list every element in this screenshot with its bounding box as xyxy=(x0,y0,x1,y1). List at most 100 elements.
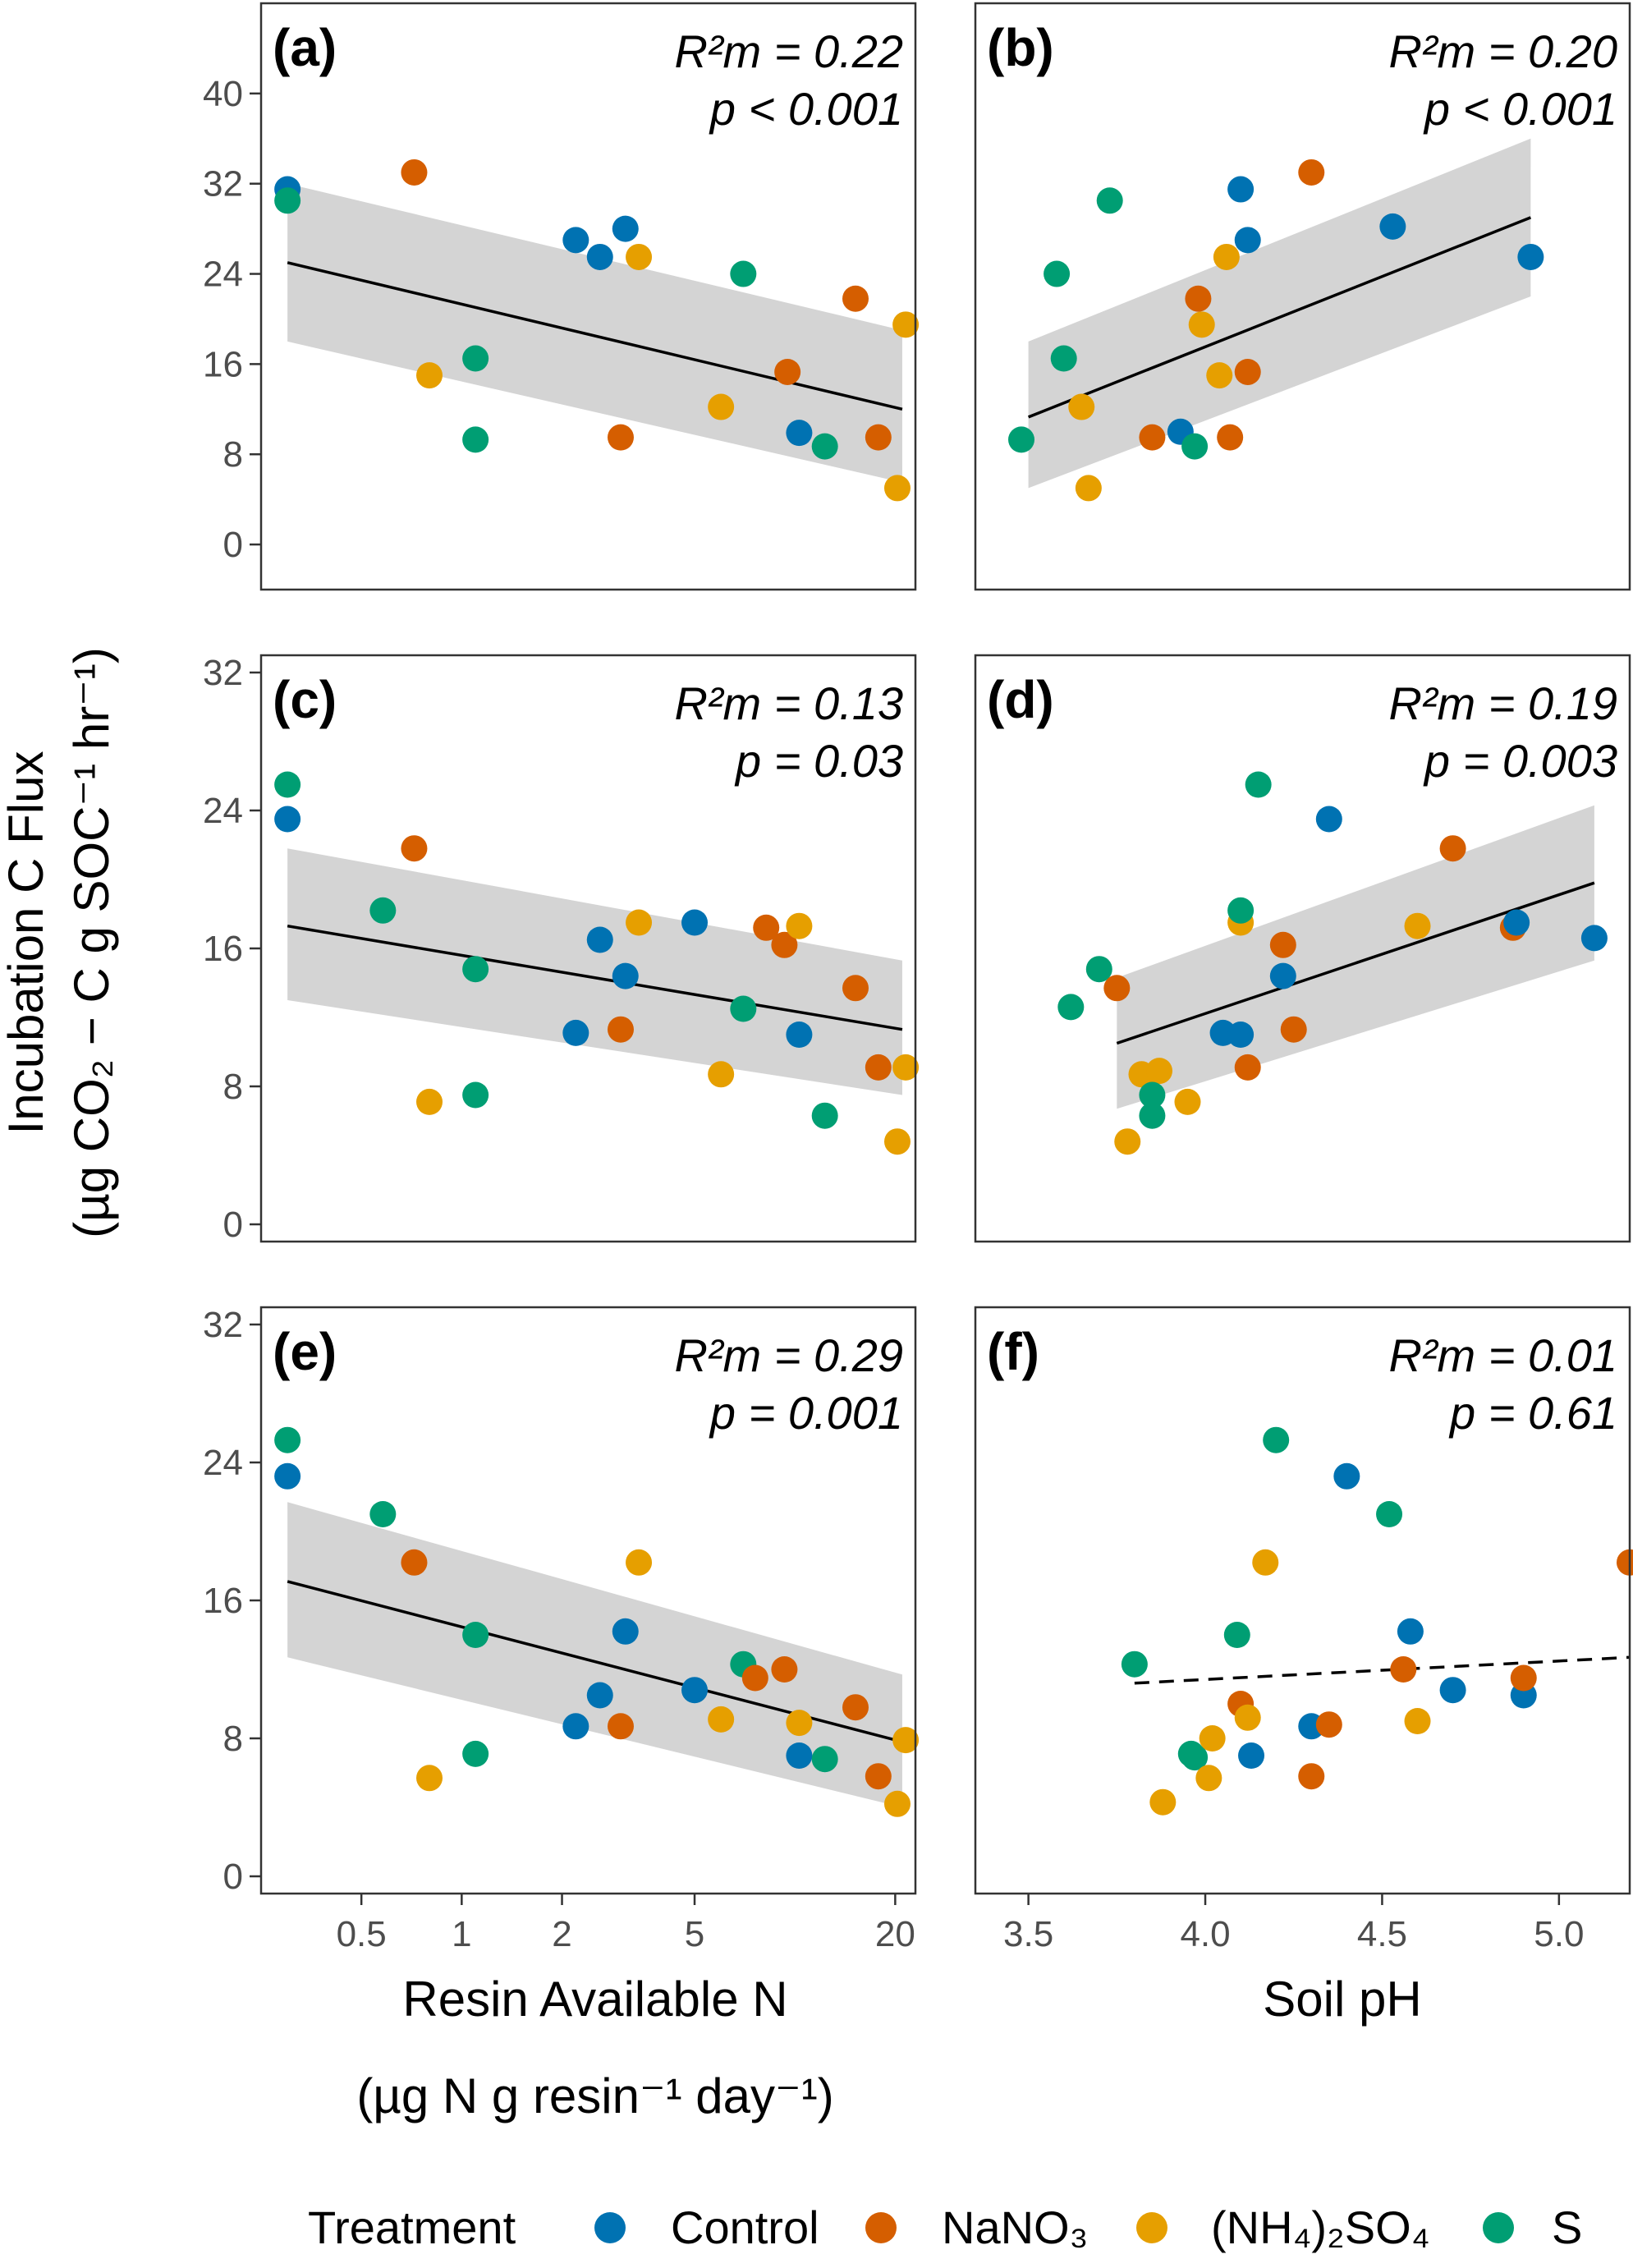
data-point xyxy=(586,243,613,270)
legend-label-nano3: NaNO₃ xyxy=(942,2201,1088,2253)
panel-frame xyxy=(974,1306,1631,1895)
data-point xyxy=(607,424,634,451)
data-point xyxy=(786,1710,813,1737)
legend-label-nh4so4: (NH₄)₂SO₄ xyxy=(1211,2201,1430,2253)
y-axis-title-line1: Incubation C Flux xyxy=(0,751,53,1135)
panel-f: 3.5 4.0 4.5 5.0 (f) R²m = 0.01 p = 0.61 xyxy=(974,1306,1633,1954)
panel-letter: (b) xyxy=(987,18,1054,77)
data-point xyxy=(462,1622,489,1648)
data-point xyxy=(786,1742,813,1769)
legend-swatch-nh4so4 xyxy=(1136,2212,1167,2243)
y-tick-label: 32 xyxy=(203,1305,243,1345)
data-point xyxy=(883,1128,911,1155)
data-point xyxy=(865,1763,892,1790)
y-tick-label: 8 xyxy=(223,434,243,475)
data-point xyxy=(1227,897,1255,924)
data-point xyxy=(842,1694,869,1721)
data-point xyxy=(892,1727,920,1754)
data-point xyxy=(274,806,301,833)
data-point xyxy=(1503,909,1530,936)
regression-line xyxy=(1134,1655,1631,1685)
data-point xyxy=(786,420,813,447)
data-point xyxy=(607,1016,634,1043)
stat-r2: R²m = 0.20 xyxy=(1388,25,1617,77)
confidence-band xyxy=(287,1502,902,1807)
data-point xyxy=(1050,345,1077,372)
data-point xyxy=(1188,311,1215,338)
y-tick-label: 16 xyxy=(203,1581,243,1621)
y-tick-label: 16 xyxy=(203,929,243,969)
y-tick-label: 16 xyxy=(203,344,243,384)
stat-r2: R²m = 0.01 xyxy=(1388,1329,1617,1381)
data-point xyxy=(892,1054,920,1081)
data-point xyxy=(612,962,639,989)
data-point xyxy=(1439,1677,1466,1704)
data-point xyxy=(1315,1711,1342,1738)
data-point xyxy=(1404,1708,1431,1734)
data-point xyxy=(681,1677,709,1704)
data-point xyxy=(1213,243,1240,270)
data-point xyxy=(1181,433,1209,460)
panel-frame xyxy=(974,2,1631,591)
stat-r2: R²m = 0.22 xyxy=(674,25,903,77)
data-point xyxy=(1075,475,1102,502)
panels: 0 8 16 24 32 40 (a) R²m = 0.22 p < 0.001 (b) R²m =… xyxy=(203,2,1633,1954)
data-point xyxy=(1146,1058,1173,1085)
data-point xyxy=(562,227,589,254)
data-point xyxy=(416,1765,443,1792)
confidence-band xyxy=(1117,805,1594,1109)
data-point xyxy=(612,1618,639,1645)
data-point xyxy=(730,995,757,1022)
data-point xyxy=(586,926,613,953)
data-point xyxy=(1517,243,1544,270)
data-point xyxy=(730,260,757,287)
data-point xyxy=(401,835,428,862)
data-point xyxy=(1234,1704,1261,1731)
data-point xyxy=(771,1656,798,1683)
data-point xyxy=(1139,1081,1166,1109)
data-point xyxy=(274,1426,301,1453)
data-point xyxy=(607,1713,634,1740)
data-point xyxy=(1234,358,1261,385)
panel-b: (b) R²m = 0.20 p < 0.001 xyxy=(974,2,1631,591)
data-point xyxy=(274,771,301,798)
data-point xyxy=(811,1102,838,1129)
y-tick-label: 0 xyxy=(223,1205,243,1245)
data-point xyxy=(401,158,428,186)
stat-p: p = 0.003 xyxy=(1423,735,1617,787)
x-axis-right-title: Soil pH xyxy=(1263,1972,1421,2027)
y-tick-label: 0 xyxy=(223,1857,243,1897)
stat-r2: R²m = 0.29 xyxy=(674,1329,903,1381)
stat-p: p = 0.61 xyxy=(1448,1387,1617,1439)
data-point xyxy=(1139,424,1166,451)
data-point xyxy=(626,243,653,270)
data-point xyxy=(786,912,813,939)
data-point xyxy=(1174,1088,1201,1115)
data-point xyxy=(811,1746,838,1773)
data-point xyxy=(1510,1664,1537,1692)
data-point xyxy=(1085,956,1112,983)
x-tick-label: 4.5 xyxy=(1357,1914,1407,1954)
data-point xyxy=(1234,1054,1261,1081)
data-point xyxy=(1206,362,1233,389)
data-point xyxy=(1114,1128,1141,1155)
data-point xyxy=(1149,1788,1177,1816)
data-point xyxy=(586,1682,613,1709)
data-point xyxy=(626,1549,653,1576)
x-tick-label: 1 xyxy=(452,1914,471,1954)
legend-label-s: S xyxy=(1552,2201,1582,2253)
data-point xyxy=(1181,1744,1209,1771)
legend-swatch-control xyxy=(594,2212,626,2243)
data-point xyxy=(842,975,869,1002)
confidence-band xyxy=(287,848,902,1095)
data-point xyxy=(1269,931,1296,958)
x-axis-left-title-line1: Resin Available N xyxy=(402,1972,787,2027)
panel-e: 0 8 16 24 32 0.5 1 2 5 20 (e) R²m = 0.29 p = 0.001 xyxy=(203,1305,920,1954)
data-point xyxy=(1068,393,1095,420)
data-point xyxy=(1252,1549,1279,1576)
data-point xyxy=(462,956,489,983)
data-point xyxy=(612,215,639,242)
regression-line xyxy=(287,261,903,411)
y-tick-label: 40 xyxy=(203,74,243,114)
